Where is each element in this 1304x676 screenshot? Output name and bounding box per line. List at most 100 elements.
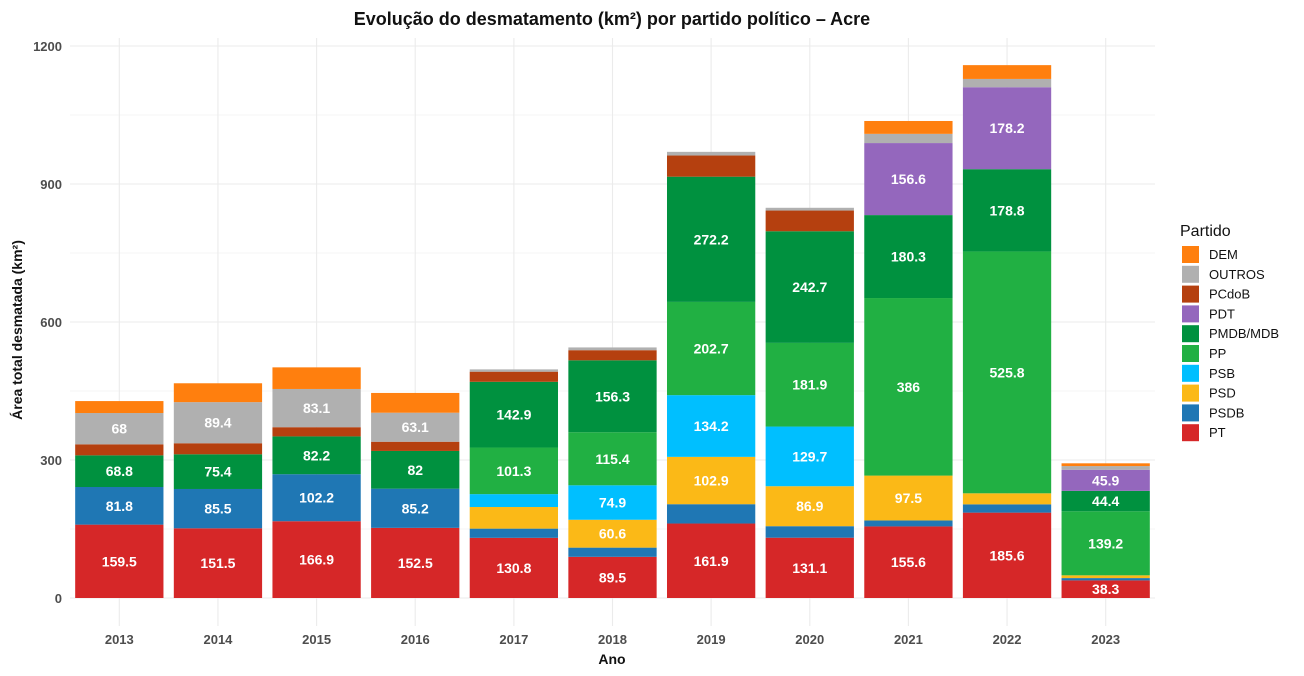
bar-segment-pmdb-mdb-2016 <box>371 450 460 489</box>
data-label: 82 <box>407 462 423 478</box>
data-label: 89.4 <box>204 415 231 431</box>
bar-segment-pcdob-2019 <box>666 155 756 177</box>
legend-label: PSB <box>1209 366 1235 381</box>
legend-label: DEM <box>1209 247 1238 262</box>
bar-segment-pt-2015 <box>272 521 361 598</box>
bar-segment-psb-2018 <box>568 485 657 520</box>
bar-segment-pp-2022 <box>962 251 1052 494</box>
bar-segment-pt-2021 <box>864 526 953 598</box>
bar-segment-psdb-2016 <box>371 488 460 528</box>
x-tick-label: 2021 <box>894 632 923 647</box>
data-label: 272.2 <box>694 231 729 247</box>
bar-segment-outros-2016 <box>371 412 460 442</box>
bar-segment-pdt-2022 <box>962 87 1052 170</box>
bar-segment-psdb-2021 <box>864 520 953 527</box>
bar-segment-pt-2016 <box>371 527 460 598</box>
bar-segment-outros-2017 <box>469 369 559 372</box>
bar-segment-outros-2015 <box>272 388 361 428</box>
x-tick-label: 2022 <box>993 632 1022 647</box>
bar-segment-pt-2013 <box>75 524 164 598</box>
bar-segment-psd-2022 <box>962 493 1052 505</box>
data-label: 89.5 <box>599 569 626 585</box>
bar-segment-outros-2019 <box>666 151 756 156</box>
data-label: 38.3 <box>1092 581 1119 597</box>
data-label: 242.7 <box>792 279 827 295</box>
bar-segment-psdb-2020 <box>765 526 854 538</box>
legend-swatch-dem <box>1182 246 1199 263</box>
legend-label: PMDB/MDB <box>1209 326 1279 341</box>
data-label: 155.6 <box>891 554 926 570</box>
bar-segment-psdb-2019 <box>666 504 756 524</box>
bar-segment-dem-2013 <box>75 401 164 414</box>
bar-segment-pt-2022 <box>962 512 1052 598</box>
data-label: 75.4 <box>204 464 231 480</box>
data-label: 166.9 <box>299 552 334 568</box>
y-axis-title: Área total desmatada (km²) <box>9 240 25 420</box>
data-label: 525.8 <box>990 364 1025 380</box>
bar-segment-pt-2018 <box>568 556 657 598</box>
bar-segment-pp-2023 <box>1061 511 1150 576</box>
data-label: 178.8 <box>990 202 1025 218</box>
data-label: 115.4 <box>595 451 629 467</box>
legend-title: Partido <box>1180 223 1231 240</box>
data-label: 63.1 <box>402 419 429 435</box>
x-axis-title: Ano <box>598 651 625 667</box>
bar-segment-pt-2023 <box>1061 580 1150 598</box>
bar-segment-pcdob-2018 <box>568 350 657 361</box>
legend-swatch-outros <box>1182 265 1199 283</box>
legend-label: PT <box>1209 425 1226 440</box>
bar-segment-pt-2020 <box>765 537 854 598</box>
legend-swatch-psd <box>1182 384 1199 402</box>
legend-swatch-pdt <box>1182 305 1199 323</box>
bar-segment-pmdb-mdb-2019 <box>666 176 756 302</box>
bar-segment-psd-2017 <box>469 507 559 529</box>
bar-segment-pmdb-mdb-2023 <box>1061 490 1150 512</box>
bar-segment-pmdb-mdb-2021 <box>864 215 953 299</box>
bar-segment-pdt-2021 <box>864 143 953 216</box>
data-label: 151.5 <box>200 555 235 571</box>
data-label: 85.5 <box>204 501 231 517</box>
bars <box>75 65 1150 598</box>
data-label: 86.9 <box>796 498 823 514</box>
x-tick-label: 2017 <box>499 632 528 647</box>
bar-segment-dem-2023 <box>1061 463 1150 467</box>
bar-segment-psd-2018 <box>568 519 657 548</box>
x-tick-label: 2023 <box>1091 632 1120 647</box>
y-tick-label: 300 <box>40 453 62 468</box>
data-label: 180.3 <box>891 249 926 265</box>
data-label: 83.1 <box>303 400 330 416</box>
bar-segment-psdb-2017 <box>469 528 559 538</box>
data-label: 185.6 <box>990 547 1025 563</box>
chart-title: Evolução do desmatamento (km²) por parti… <box>354 9 870 29</box>
bar-labels: 159.5 81.8 68.8 68 151.5 85.5 75.4 89.4 166.9 102… <box>102 120 1124 597</box>
bar-segment-psdb-2015 <box>272 474 361 522</box>
bar-segment-pp-2019 <box>666 301 756 396</box>
data-label: 45.9 <box>1092 472 1119 488</box>
bar-segment-psd-2019 <box>666 456 756 505</box>
bar-segment-psdb-2022 <box>962 504 1052 513</box>
bar-segment-pp-2017 <box>469 447 559 495</box>
bar-segment-dem-2015 <box>272 367 361 389</box>
x-tick-label: 2016 <box>401 632 430 647</box>
y-tick-label: 600 <box>40 315 62 330</box>
legend-swatch-pmdb-mdb <box>1182 325 1199 343</box>
legend-label: PP <box>1209 346 1226 361</box>
data-label: 386 <box>897 379 921 395</box>
bar-segment-pcdob-2013 <box>75 444 164 456</box>
bar-segment-psd-2020 <box>765 486 854 527</box>
y-axis-ticks: 0 300 600 900 1200 <box>33 39 62 606</box>
legend-swatch-pp <box>1182 345 1199 362</box>
legend-swatch-psb <box>1182 364 1199 382</box>
data-label: 129.7 <box>792 448 827 464</box>
legend-swatch-pcdob <box>1182 285 1199 303</box>
bar-segment-psdb-2014 <box>173 488 263 529</box>
bar-segment-dem-2021 <box>864 120 953 134</box>
bar-segment-dem-2022 <box>962 65 1052 79</box>
legend-label: PCdoB <box>1209 287 1250 302</box>
data-label: 178.2 <box>990 120 1025 136</box>
x-tick-label: 2020 <box>795 632 824 647</box>
bar-segment-outros-2022 <box>962 78 1052 88</box>
bar-segment-pp-2020 <box>765 342 854 427</box>
x-tick-label: 2013 <box>105 632 134 647</box>
legend-swatch-pt <box>1182 424 1199 442</box>
